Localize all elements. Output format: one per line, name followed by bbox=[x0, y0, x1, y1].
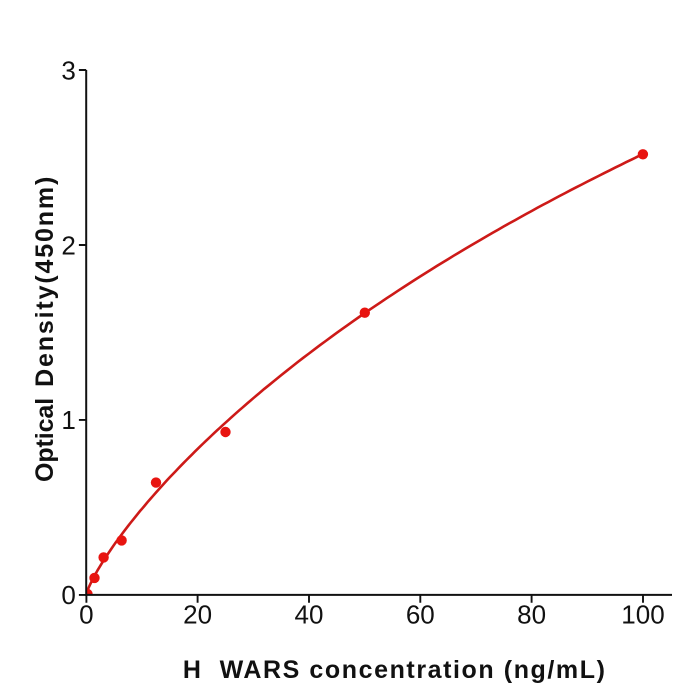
svg-text:60: 60 bbox=[406, 600, 435, 630]
svg-text:Optical: Optical bbox=[31, 398, 59, 482]
svg-text:2: 2 bbox=[61, 230, 75, 260]
svg-text:1: 1 bbox=[61, 405, 75, 435]
svg-text:0: 0 bbox=[61, 580, 75, 610]
svg-text:40: 40 bbox=[295, 600, 324, 630]
svg-text:0: 0 bbox=[79, 600, 93, 630]
svg-text:100: 100 bbox=[621, 600, 664, 630]
svg-text:20: 20 bbox=[183, 600, 212, 630]
svg-text:H WARS concentration (ng/mL): H WARS concentration (ng/mL) bbox=[183, 656, 607, 684]
svg-text:3: 3 bbox=[61, 55, 75, 85]
svg-text:Density(450nm): Density(450nm) bbox=[31, 175, 59, 387]
svg-text:80: 80 bbox=[517, 600, 546, 630]
